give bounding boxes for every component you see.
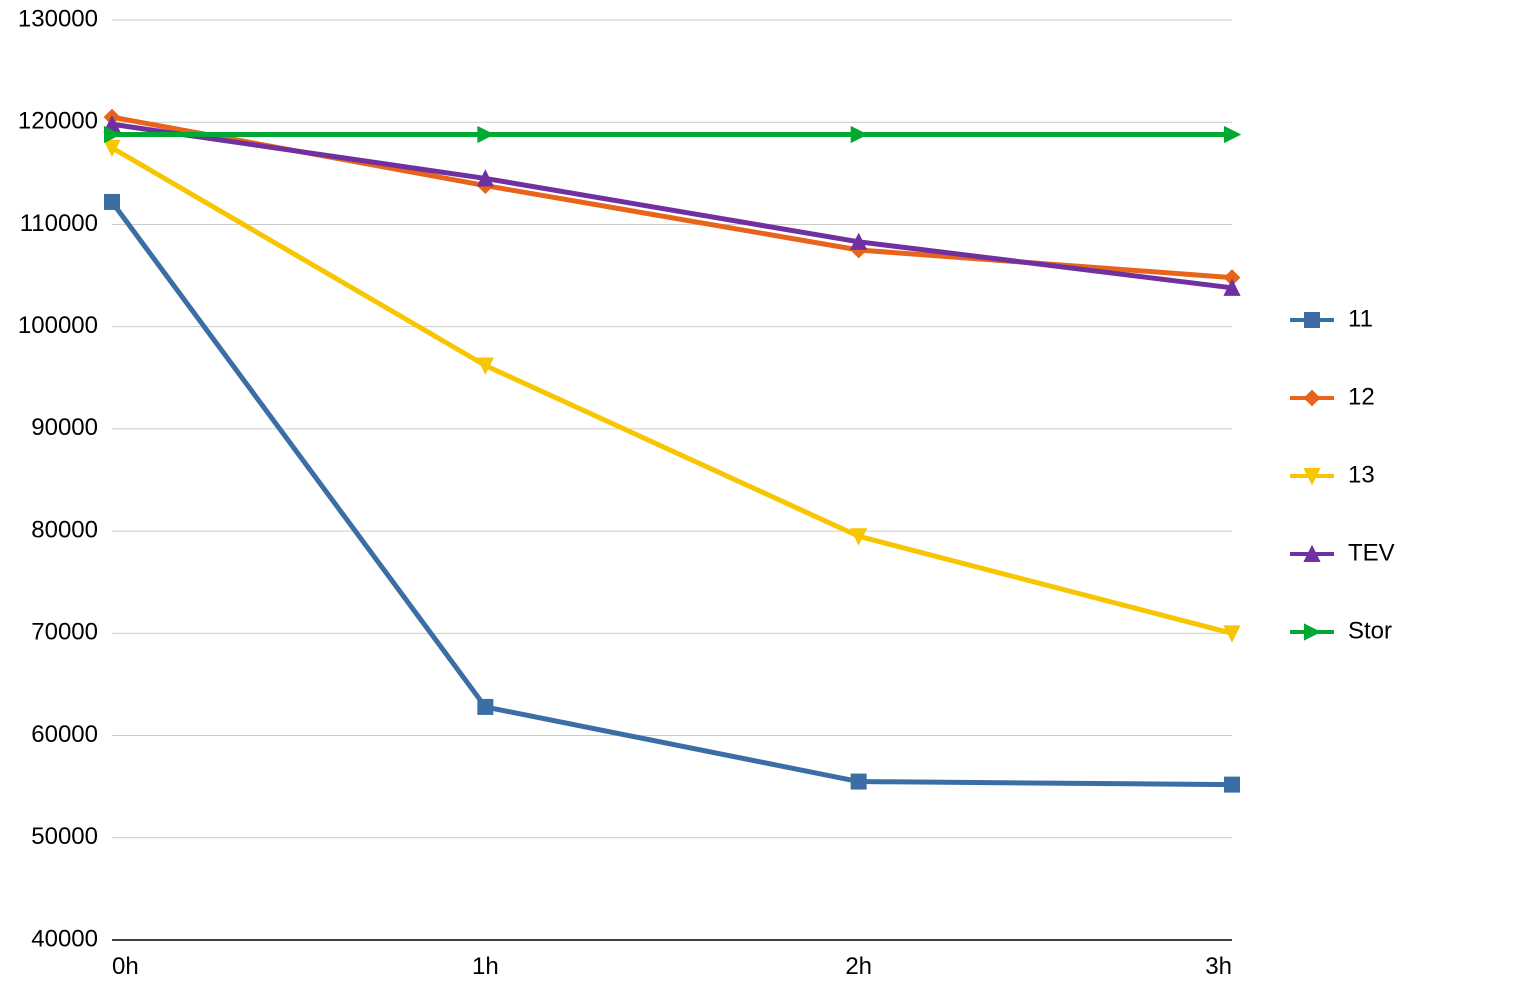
y-tick-label: 60000 (31, 721, 98, 748)
y-tick-label: 110000 (20, 210, 98, 237)
legend-label: 11 (1348, 305, 1373, 332)
y-tick-label: 40000 (31, 925, 98, 952)
chart-svg: 40000 50000 60000 70000 80000 90000 100000 1100… (0, 0, 1519, 994)
y-tick-label: 120000 (18, 108, 98, 135)
line-chart: 40000 50000 60000 70000 80000 90000 100000 1100… (0, 0, 1519, 994)
y-tick-label: 130000 (18, 5, 98, 32)
x-tick-label: 2h (845, 953, 872, 980)
y-tick-label: 90000 (31, 414, 98, 441)
x-tick-label: 3h (1205, 953, 1232, 980)
y-tick-label: 80000 (31, 516, 98, 543)
y-tick-label: 100000 (18, 312, 98, 339)
x-tick-label: 0h (112, 953, 139, 980)
legend-label: Stor (1348, 617, 1392, 644)
x-tick-label: 1h (472, 953, 499, 980)
legend-label: 13 (1348, 461, 1375, 488)
legend-label: 12 (1348, 383, 1375, 410)
y-tick-label: 70000 (31, 619, 98, 646)
legend-label: TEV (1348, 539, 1395, 566)
y-tick-label: 50000 (31, 823, 98, 850)
